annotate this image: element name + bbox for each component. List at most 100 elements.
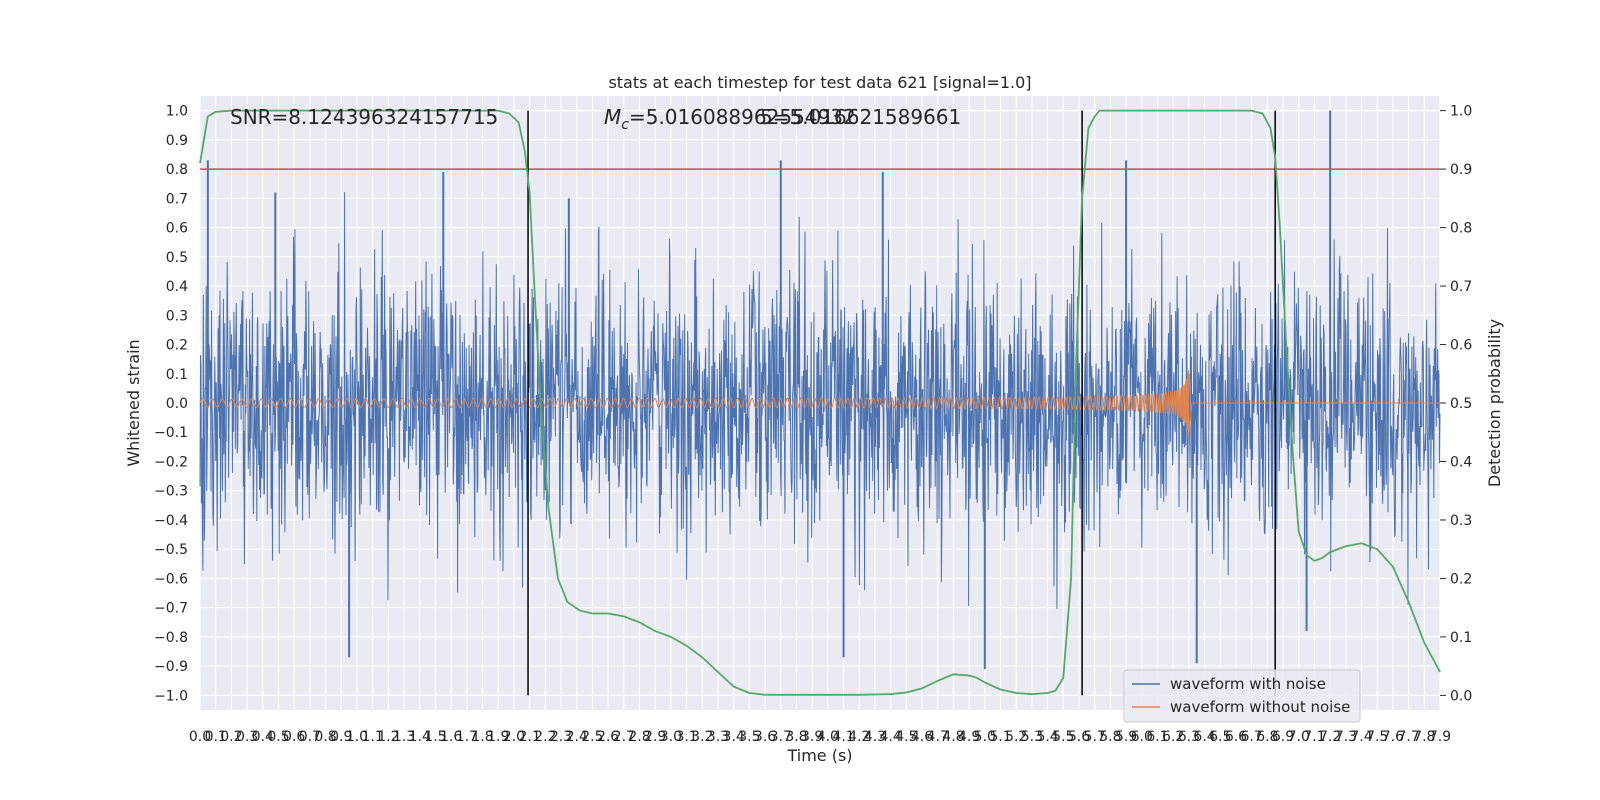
x-tick-label: 5.7 <box>1084 729 1106 745</box>
y-axis-label: Whitened strain <box>124 339 143 466</box>
y-tick-label: 0.0 <box>166 396 188 412</box>
x-tick-label: 7.4 <box>1350 729 1372 745</box>
y2-tick-label: 0.3 <box>1450 513 1472 529</box>
y2-tick-label: 0.8 <box>1450 221 1472 237</box>
y-tick-label: 0.8 <box>166 162 188 178</box>
mc-subscript: c <box>621 117 629 133</box>
y2-tick-label: 0.1 <box>1450 630 1472 646</box>
x-tick-label: 1.8 <box>471 729 493 745</box>
y2-tick-label: 0.4 <box>1450 454 1472 470</box>
x-tick-label: 7.6 <box>1382 729 1404 745</box>
y-axis-ticks: −1.0 −0.9 −0.8 −0.7 −0.6 −0.5 −0.4 −0.3 −0.2 −0.1… <box>154 104 188 705</box>
x-tick-label: 7.8 <box>1413 729 1435 745</box>
x-tick-label: 4.4 <box>880 729 902 745</box>
overlap-annotation: 5=5.016621589661 <box>760 105 961 129</box>
x-tick-label: 1.9 <box>487 729 509 745</box>
y2-axis-label: Detection probability <box>1485 319 1504 487</box>
chart-title: stats at each timestep for test data 621… <box>608 73 1031 92</box>
series-waveform-without-noise <box>199 369 1440 437</box>
y-tick-label: −0.5 <box>154 542 188 558</box>
x-tick-label: 7.0 <box>1288 729 1310 745</box>
y-tick-label: 0.5 <box>166 250 188 266</box>
x-tick-label: 0.1 <box>205 729 227 745</box>
x-tick-label: 3.1 <box>675 729 697 745</box>
y-tick-label: −0.4 <box>154 513 188 529</box>
x-tick-label: 3.9 <box>801 729 823 745</box>
y-tick-label: 0.7 <box>166 191 188 207</box>
x-tick-label: 2.9 <box>644 729 666 745</box>
x-tick-label: 6.5 <box>1209 729 1231 745</box>
x-tick-label: 1.1 <box>362 729 384 745</box>
y-tick-label: −0.7 <box>154 601 188 617</box>
x-tick-label: 5.9 <box>1115 729 1137 745</box>
x-tick-label: 3.2 <box>691 729 713 745</box>
y2-tick-label: 0.6 <box>1450 338 1472 354</box>
x-tick-label: 1.3 <box>393 729 415 745</box>
x-tick-label: 0.4 <box>252 729 274 745</box>
x-tick-label: 0.8 <box>314 729 336 745</box>
y2-tick-label: 0.7 <box>1450 279 1472 295</box>
x-tick-label: 7.7 <box>1397 729 1419 745</box>
x-tick-label: 5.1 <box>989 729 1011 745</box>
y-tick-label: −1.0 <box>154 688 188 704</box>
x-tick-label: 4.3 <box>864 729 886 745</box>
x-tick-label: 2.1 <box>518 729 540 745</box>
clean-trace <box>199 369 1440 437</box>
y-tick-label: 0.2 <box>166 338 188 354</box>
y2-tick-label: 0.2 <box>1450 571 1472 587</box>
x-tick-label: 1.7 <box>456 729 478 745</box>
x-tick-label: 3.8 <box>785 729 807 745</box>
x-tick-label: 6.1 <box>1146 729 1168 745</box>
y2-tick-label: 1.0 <box>1450 104 1472 120</box>
y-tick-label: 0.6 <box>166 221 188 237</box>
y2-axis-ticks: 0.0 0.1 0.2 0.3 0.4 0.5 0.6 0.7 0.8 0.9 1.0 <box>1440 104 1472 704</box>
x-tick-label: 7.1 <box>1303 729 1325 745</box>
y-tick-label: −0.2 <box>154 454 188 470</box>
x-tick-label: 3.3 <box>707 729 729 745</box>
x-tick-label: 1.2 <box>377 729 399 745</box>
x-tick-label: 2.2 <box>534 729 556 745</box>
x-tick-label: 4.6 <box>911 729 933 745</box>
x-tick-label: 4.8 <box>942 729 964 745</box>
y2-tick-label: 0.5 <box>1450 396 1472 412</box>
y-tick-label: −0.8 <box>154 630 188 646</box>
y2-tick-label: 0.0 <box>1450 688 1472 704</box>
x-tick-label: 3.0 <box>660 729 682 745</box>
x-axis-ticks: 0.00.10.20.30.40.50.60.70.80.91.01.11.21… <box>189 729 1451 745</box>
legend-box <box>1123 669 1361 723</box>
x-tick-label: 7.2 <box>1319 729 1341 745</box>
series-waveform-with-noise <box>199 110 1441 670</box>
x-tick-label: 6.8 <box>1256 729 1278 745</box>
y-tick-label: −0.9 <box>154 659 188 675</box>
x-tick-label: 5.6 <box>1068 729 1090 745</box>
y2-tick-label: 0.9 <box>1450 162 1472 178</box>
x-tick-label: 0.2 <box>220 729 242 745</box>
y-tick-label: 0.9 <box>166 133 188 149</box>
y-tick-label: −0.3 <box>154 484 188 500</box>
x-tick-label: 2.5 <box>581 729 603 745</box>
x-tick-label: 6.9 <box>1272 729 1294 745</box>
y-tick-label: −0.6 <box>154 571 188 587</box>
x-tick-label: 0.0 <box>189 729 211 745</box>
x-tick-label: 1.0 <box>346 729 368 745</box>
x-tick-label: 7.5 <box>1366 729 1388 745</box>
legend-label-noise: waveform with noise <box>1170 675 1326 693</box>
x-tick-label: 2.7 <box>613 729 635 745</box>
x-tick-label: 4.7 <box>927 729 949 745</box>
x-tick-label: 6.0 <box>1131 729 1153 745</box>
x-tick-label: 1.5 <box>424 729 446 745</box>
x-tick-label: 3.4 <box>723 729 745 745</box>
y-tick-label: −0.1 <box>154 425 188 441</box>
x-tick-label: 6.3 <box>1178 729 1200 745</box>
mc-annotation: Mc=5.016088962554932 <box>604 105 856 133</box>
x-tick-label: 4.2 <box>848 729 870 745</box>
x-tick-label: 1.6 <box>440 729 462 745</box>
x-tick-label: 2.3 <box>550 729 572 745</box>
mc-value: =5.016088962554932 <box>629 105 856 129</box>
x-tick-label: 7.3 <box>1335 729 1357 745</box>
x-tick-label: 7.9 <box>1429 729 1451 745</box>
x-tick-label: 0.7 <box>299 729 321 745</box>
x-tick-label: 5.4 <box>1036 729 1058 745</box>
x-tick-label: 5.5 <box>1052 729 1074 745</box>
mc-symbol: M <box>604 105 621 129</box>
